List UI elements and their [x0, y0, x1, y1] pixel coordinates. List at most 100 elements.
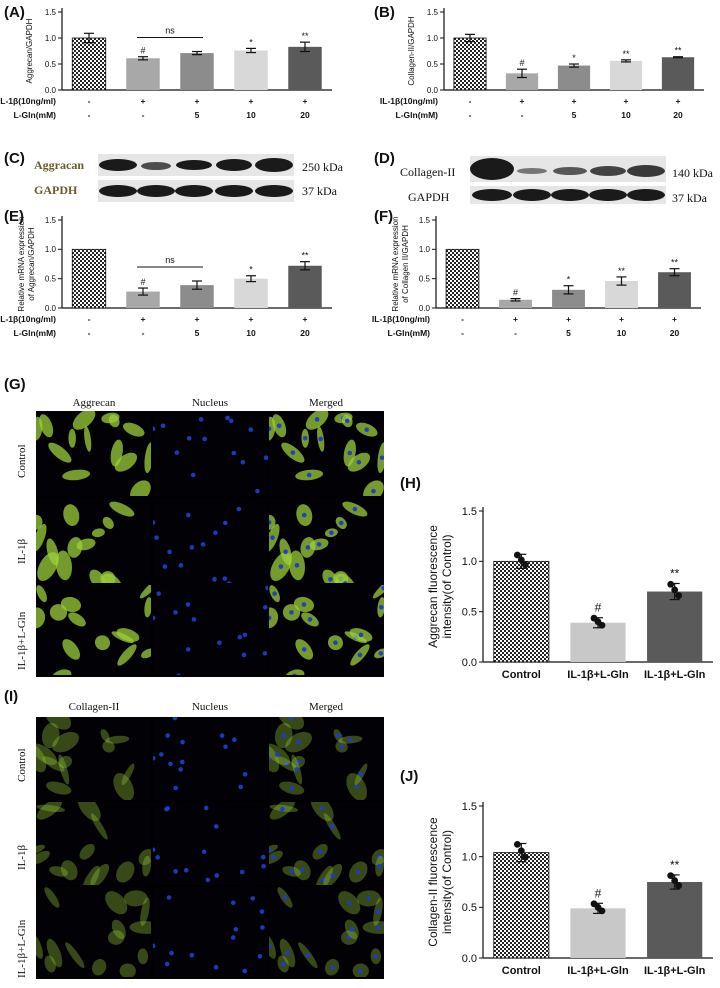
- treatment-value: 20: [300, 328, 310, 338]
- x-tick-label: IL-1β+L-Gln: [567, 965, 629, 977]
- significance-label: #: [140, 277, 145, 287]
- treatment-value: 10: [246, 328, 256, 338]
- data-point: [521, 561, 529, 569]
- treatment-label-lgln: L-Gln(mM): [14, 110, 57, 120]
- significance-label: **: [674, 46, 682, 56]
- bar: [126, 291, 160, 308]
- y-tick-label: 0.0: [462, 657, 477, 669]
- y-tick-label: 1.5: [462, 801, 477, 813]
- if-tile-r3-c2: [152, 585, 268, 675]
- if-tile-r1-c2: [152, 717, 268, 800]
- grid-i-row-1: Control: [16, 748, 28, 782]
- x-tick-label: IL-1β+L-Gln: [644, 669, 706, 681]
- panel-letter-j: (J): [400, 768, 419, 785]
- blot-d-protein-label: Collagen-II: [400, 165, 456, 179]
- blot-c-bands: [98, 154, 294, 202]
- significance-label: **: [301, 31, 309, 41]
- treatment-value: +: [572, 96, 577, 106]
- if-tile-r2-c3: [269, 498, 384, 583]
- bar: [647, 591, 703, 662]
- significance-label: #: [519, 58, 524, 68]
- y-tick-label: 0.0: [419, 304, 431, 313]
- y-tick-label: 1.5: [45, 216, 57, 225]
- chart-h: 0.0 0.5 1.0 1.5 Aggrecan fluorescence intensi…: [426, 506, 713, 681]
- treatment-value: -: [521, 110, 524, 120]
- treatment-value: +: [249, 314, 254, 324]
- bar: [570, 908, 626, 958]
- if-tile-r2-c1: [36, 802, 151, 885]
- data-point: [513, 551, 521, 559]
- significance-label: *: [249, 265, 253, 275]
- bar: [499, 299, 532, 308]
- treatment-value: -: [461, 328, 464, 338]
- treatment-value: +: [624, 96, 629, 106]
- bar: [234, 278, 268, 308]
- significance-label: **: [671, 258, 679, 268]
- y-tick-label: 1.0: [462, 852, 477, 864]
- data-point: [675, 592, 683, 599]
- y-tick-label: 0.5: [462, 902, 477, 914]
- if-tile-r2-c3: [269, 802, 384, 885]
- treatment-value: -: [88, 110, 91, 120]
- treatment-label-lgln: L-Gln(mM): [388, 328, 431, 338]
- data-point: [675, 882, 683, 889]
- y-axis-label: of Collagen II/GAPDH: [401, 225, 410, 303]
- treatment-value: -: [461, 314, 464, 324]
- treatment-value: +: [520, 96, 525, 106]
- data-point: [667, 872, 675, 880]
- y-tick-label: 0.0: [45, 304, 57, 313]
- significance-label: **: [301, 251, 309, 261]
- bar: [180, 285, 214, 308]
- blot-d-control-label: GAPDH: [408, 190, 450, 204]
- if-tile-r1-c3: [269, 411, 384, 496]
- treatment-value: +: [619, 314, 624, 324]
- y-tick-label: 1.5: [462, 506, 477, 518]
- treatment-label-lgln: L-Gln(mM): [396, 110, 439, 120]
- bar: [71, 248, 107, 309]
- treatment-value: 20: [670, 328, 680, 338]
- if-tile-r2-c2: [152, 802, 268, 885]
- bar: [658, 272, 691, 308]
- y-tick-label: 1.5: [45, 8, 57, 17]
- panel-letter-c: (C): [4, 150, 25, 167]
- treatment-value: -: [142, 328, 145, 338]
- significance-label: *: [567, 275, 571, 285]
- bar: [234, 50, 268, 90]
- treatment-value: -: [142, 110, 145, 120]
- x-tick-label: Control: [502, 965, 541, 977]
- treatment-value: -: [469, 96, 472, 106]
- y-axis-label: Collagen-II/GAPDH: [407, 16, 416, 86]
- y-tick-label: 1.0: [45, 245, 57, 254]
- data-point: [517, 556, 525, 564]
- bar: [453, 37, 487, 91]
- data-point: [513, 841, 521, 848]
- treatment-value: 10: [621, 110, 631, 120]
- significance-label: #: [513, 288, 518, 298]
- y-tick-label: 0.5: [45, 274, 57, 283]
- y-tick-label: 0.0: [427, 86, 439, 95]
- grid-g-row-1: Control: [16, 444, 28, 478]
- y-tick-label: 0.5: [462, 607, 477, 619]
- treatment-value: -: [469, 110, 472, 120]
- y-tick-label: 0.5: [427, 60, 439, 69]
- chart-f: 0.0 0.5 1.0 1.5 Relative mRNA expression of C…: [372, 216, 701, 338]
- grid-i-col-1: Collagen-II: [68, 701, 120, 713]
- data-point: [521, 853, 529, 861]
- treatment-label-il1b: IL-1β(10ng/ml): [0, 314, 56, 324]
- if-tile-r1-c2: [152, 411, 268, 496]
- chart-e: 0.0 0.5 1.0 1.5 Relative mRNA expression of A…: [0, 216, 332, 338]
- grid-g-col-3: Merged: [308, 397, 343, 409]
- y-axis-label: Relative mRNA expression: [391, 216, 400, 311]
- bar: [493, 560, 550, 663]
- y-tick-label: 0.5: [419, 274, 431, 283]
- bar: [180, 53, 214, 90]
- blot-c-protein-label: Aggracan: [34, 158, 84, 172]
- y-tick-label: 0.0: [45, 86, 57, 95]
- if-tile-r1-c1: [36, 717, 151, 800]
- if-tile-r1-c1: [36, 411, 151, 496]
- if-tile-r3-c3: [269, 585, 384, 675]
- if-tile-r2-c2: [152, 498, 268, 583]
- treatment-value: +: [141, 96, 146, 106]
